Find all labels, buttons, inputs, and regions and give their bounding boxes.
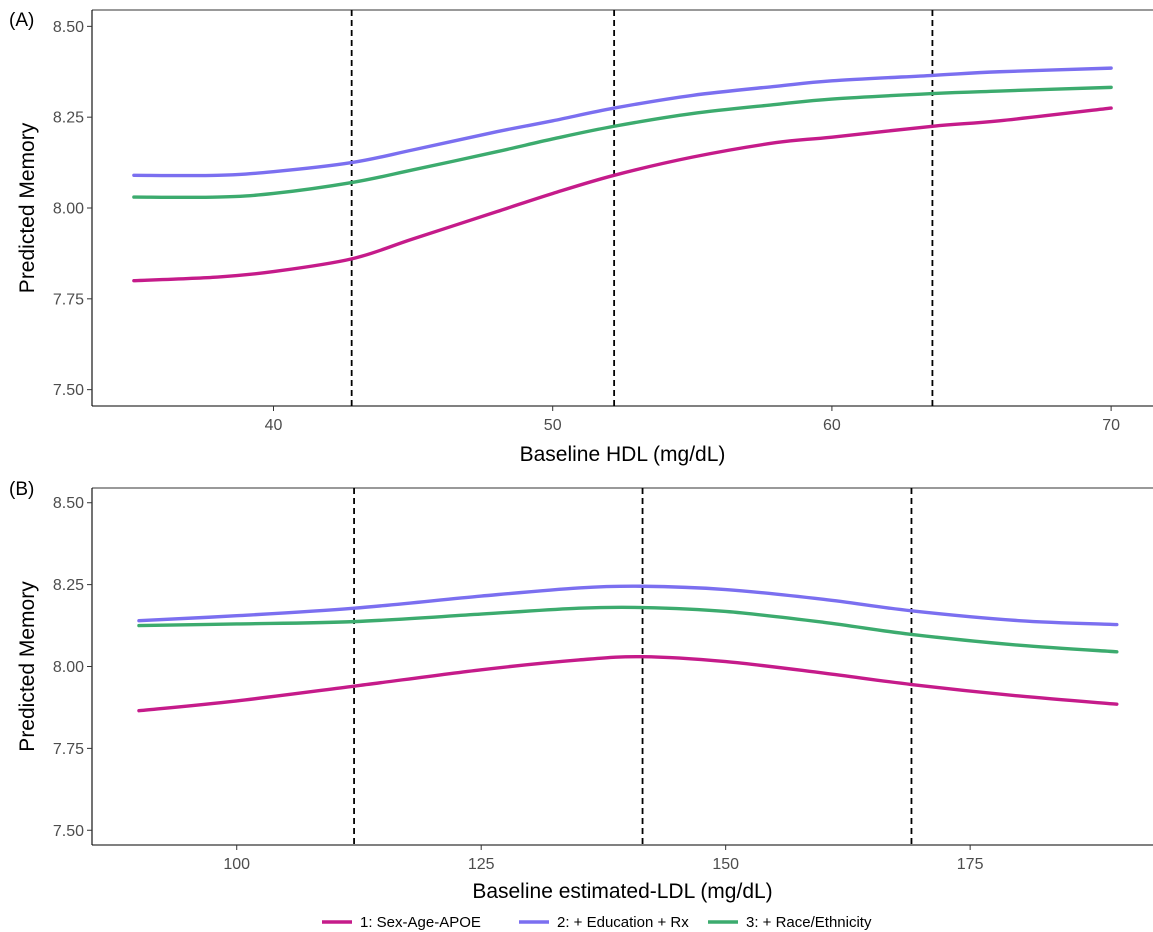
y-tick-label: 7.50 xyxy=(53,823,84,840)
series-line-2 xyxy=(132,66,1113,178)
x-tick-label: 125 xyxy=(468,856,495,873)
x-axis-title: Baseline estimated-LDL (mg/dL) xyxy=(472,880,772,903)
legend-label-1: 1: Sex-Age-APOE xyxy=(360,914,481,931)
y-tick-label: 7.50 xyxy=(53,382,84,399)
x-tick-label: 175 xyxy=(957,856,984,873)
panel-a-hdl: 7.50 7.75 8.00 8.25 8.50 40 50 60 70 Baseline HDL… xyxy=(9,9,1153,466)
y-tick-label: 8.25 xyxy=(53,110,84,127)
x-tick-label: 70 xyxy=(1102,417,1120,434)
y-tick-label: 8.00 xyxy=(53,659,84,676)
series-line-3 xyxy=(132,85,1113,200)
x-axis-title: Baseline HDL (mg/dL) xyxy=(520,443,726,466)
series-line-2 xyxy=(137,584,1119,627)
panel-tag: (A) xyxy=(9,10,34,31)
y-tick-label: 8.50 xyxy=(53,495,84,512)
y-tick-label: 8.50 xyxy=(53,19,84,36)
y-tick-label: 7.75 xyxy=(53,291,84,308)
legend: 1: Sex-Age-APOE 2: + Education + Rx 3: + R… xyxy=(322,914,872,931)
y-axis-title: Predicted Memory xyxy=(16,581,39,752)
legend-label-2: 2: + Education + Rx xyxy=(557,914,689,931)
y-tick-label: 7.75 xyxy=(53,741,84,758)
series-line-1 xyxy=(137,654,1119,713)
y-tick-label: 8.25 xyxy=(53,577,84,594)
x-tick-label: 150 xyxy=(712,856,739,873)
series-line-3 xyxy=(137,605,1119,654)
x-tick-label: 60 xyxy=(823,417,841,434)
legend-label-3: 3: + Race/Ethnicity xyxy=(746,914,872,931)
x-tick-label: 40 xyxy=(265,417,283,434)
series-line-1 xyxy=(132,106,1113,283)
panel-tag: (B) xyxy=(9,479,34,500)
y-tick-label: 8.00 xyxy=(53,201,84,218)
y-axis-title: Predicted Memory xyxy=(16,122,39,293)
panel-b-ldl: 7.50 7.75 8.00 8.25 8.50 100 125 150 175 Baseline… xyxy=(9,479,1153,903)
x-tick-label: 50 xyxy=(544,417,562,434)
x-tick-label: 100 xyxy=(223,856,250,873)
